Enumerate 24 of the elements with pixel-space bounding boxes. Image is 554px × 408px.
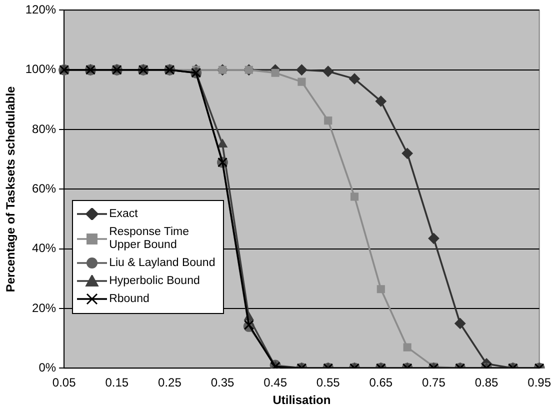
x-tick-label: 0.35 xyxy=(210,376,235,390)
x-tick-label: 0.95 xyxy=(528,376,552,390)
legend-label: Hyperbolic Bound xyxy=(109,274,200,288)
x-tick-label: 0.85 xyxy=(474,376,499,390)
x-tick-label: 0.05 xyxy=(52,376,76,390)
y-tick-label: 40% xyxy=(32,241,56,256)
x-tick-label: 0.15 xyxy=(105,376,129,390)
y-tick-label: 80% xyxy=(32,122,56,136)
y-tick-label: 60% xyxy=(32,182,56,196)
x-tick-label: 0.45 xyxy=(264,376,288,390)
x-tick-label: 0.75 xyxy=(422,376,446,390)
y-tick-label: 100% xyxy=(25,62,56,76)
legend-label: Exact xyxy=(109,208,138,221)
x-tick-label: 0.25 xyxy=(158,376,182,390)
legend-label: Rbound xyxy=(109,292,150,306)
x-axis-title: Utilisation xyxy=(272,393,331,408)
y-tick-label: 120% xyxy=(25,2,56,17)
x-tick-label: 0.55 xyxy=(316,376,340,390)
x-tick-label: 0.65 xyxy=(369,376,393,390)
y-tick-label: 0% xyxy=(38,360,56,375)
y-axis-title: Percentage of Tasksets schedulable xyxy=(4,86,18,292)
legend-label: Response Time Upper Bound xyxy=(109,226,190,252)
y-tick-label: 20% xyxy=(32,300,56,315)
legend-label: Liu & Layland Bound xyxy=(109,256,216,270)
